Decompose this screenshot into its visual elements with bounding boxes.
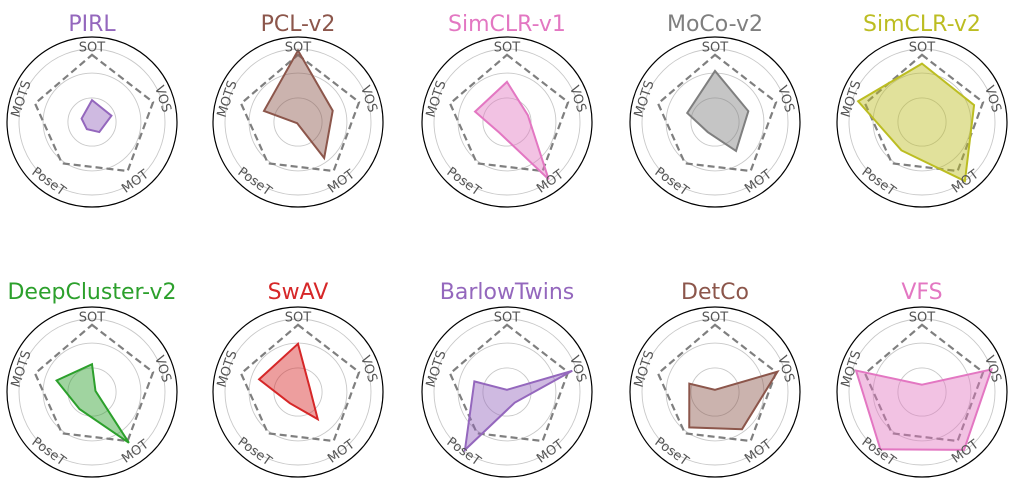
series-polygon	[856, 62, 976, 183]
grid-ring	[273, 97, 323, 147]
axis-label: SOT	[79, 311, 105, 326]
grid-ring	[872, 342, 972, 442]
axis-label: MOTS	[632, 79, 658, 119]
axis-label: MOTS	[424, 349, 450, 389]
axis-label: PoseT	[235, 435, 275, 470]
outer-ring	[212, 36, 384, 208]
axis-label: PoseT	[444, 435, 484, 470]
axis-label: SOT	[494, 41, 520, 56]
panel-title: BarlowTwins	[440, 280, 575, 305]
series-polygon	[473, 80, 550, 181]
grid-ring	[848, 318, 996, 466]
axis-label: SOT	[702, 311, 728, 326]
grid-ring	[848, 48, 996, 196]
outer-ring	[421, 36, 593, 208]
outer-ring	[212, 306, 384, 478]
grid-ring	[872, 72, 972, 172]
outer-ring	[6, 36, 178, 208]
grid-ring	[67, 97, 117, 147]
grid-ring	[18, 318, 166, 466]
axis-label: PoseT	[652, 165, 692, 200]
series-polygon	[262, 48, 334, 161]
series-polygon	[854, 368, 993, 451]
panel-title: DeepCluster-v2	[7, 280, 176, 305]
axis-label: SOT	[494, 311, 520, 326]
outer-ring	[836, 36, 1008, 208]
grid-ring	[897, 367, 947, 417]
axis-label: SOT	[702, 41, 728, 56]
series-polygon	[257, 341, 320, 422]
axis-label: MOTS	[215, 79, 241, 119]
axis-label: SOT	[285, 41, 311, 56]
axis-label: PoseT	[652, 435, 692, 470]
grid-ring	[690, 367, 740, 417]
grid-ring	[457, 72, 557, 172]
series-polygon	[80, 98, 113, 134]
axis-label: MOTS	[632, 349, 658, 389]
outer-ring	[629, 306, 801, 478]
axis-label: PoseT	[29, 165, 69, 200]
axis-label: SOT	[909, 311, 935, 326]
axis-label: MOTS	[215, 349, 241, 389]
axis-label: MOTS	[424, 79, 450, 119]
grid-ring	[482, 97, 532, 147]
axis-label: SOT	[79, 41, 105, 56]
grid-ring	[457, 342, 557, 442]
panel-title: PCL-v2	[261, 12, 336, 37]
panel-title: DetCo	[681, 280, 749, 305]
outer-ring	[836, 306, 1008, 478]
outer-ring	[421, 306, 593, 478]
grid-ring	[224, 318, 372, 466]
axis-label: PoseT	[859, 165, 899, 200]
panel-title: SimCLR-v2	[863, 12, 981, 37]
axis-label: MOTS	[9, 349, 35, 389]
grid-ring	[482, 367, 532, 417]
series-polygon	[55, 362, 130, 444]
panel-title: SwAV	[268, 280, 329, 305]
axis-label: SOT	[285, 311, 311, 326]
panel-title: MoCo-v2	[667, 12, 763, 37]
series-polygon	[463, 369, 573, 453]
axis-label: SOT	[909, 41, 935, 56]
panel-title: VFS	[901, 280, 942, 305]
grid-ring	[42, 72, 142, 172]
axis-label: PoseT	[235, 165, 275, 200]
outer-ring	[629, 36, 801, 208]
grid-ring	[42, 342, 142, 442]
grid-ring	[18, 48, 166, 196]
grid-ring	[433, 318, 581, 466]
axis-label: PoseT	[444, 165, 484, 200]
series-polygon	[688, 370, 780, 431]
axis-label: PoseT	[29, 435, 69, 470]
panel-title: PIRL	[68, 12, 116, 37]
series-polygon	[685, 69, 750, 153]
grid-ring	[690, 97, 740, 147]
grid-ring	[665, 72, 765, 172]
grid-ring	[641, 48, 789, 196]
outer-ring	[6, 306, 178, 478]
grid-ring	[248, 72, 348, 172]
grid-ring	[641, 318, 789, 466]
panel-title: SimCLR-v1	[448, 12, 566, 37]
grid-ring	[433, 48, 581, 196]
axis-label: MOTS	[9, 79, 35, 119]
grid-ring	[897, 97, 947, 147]
